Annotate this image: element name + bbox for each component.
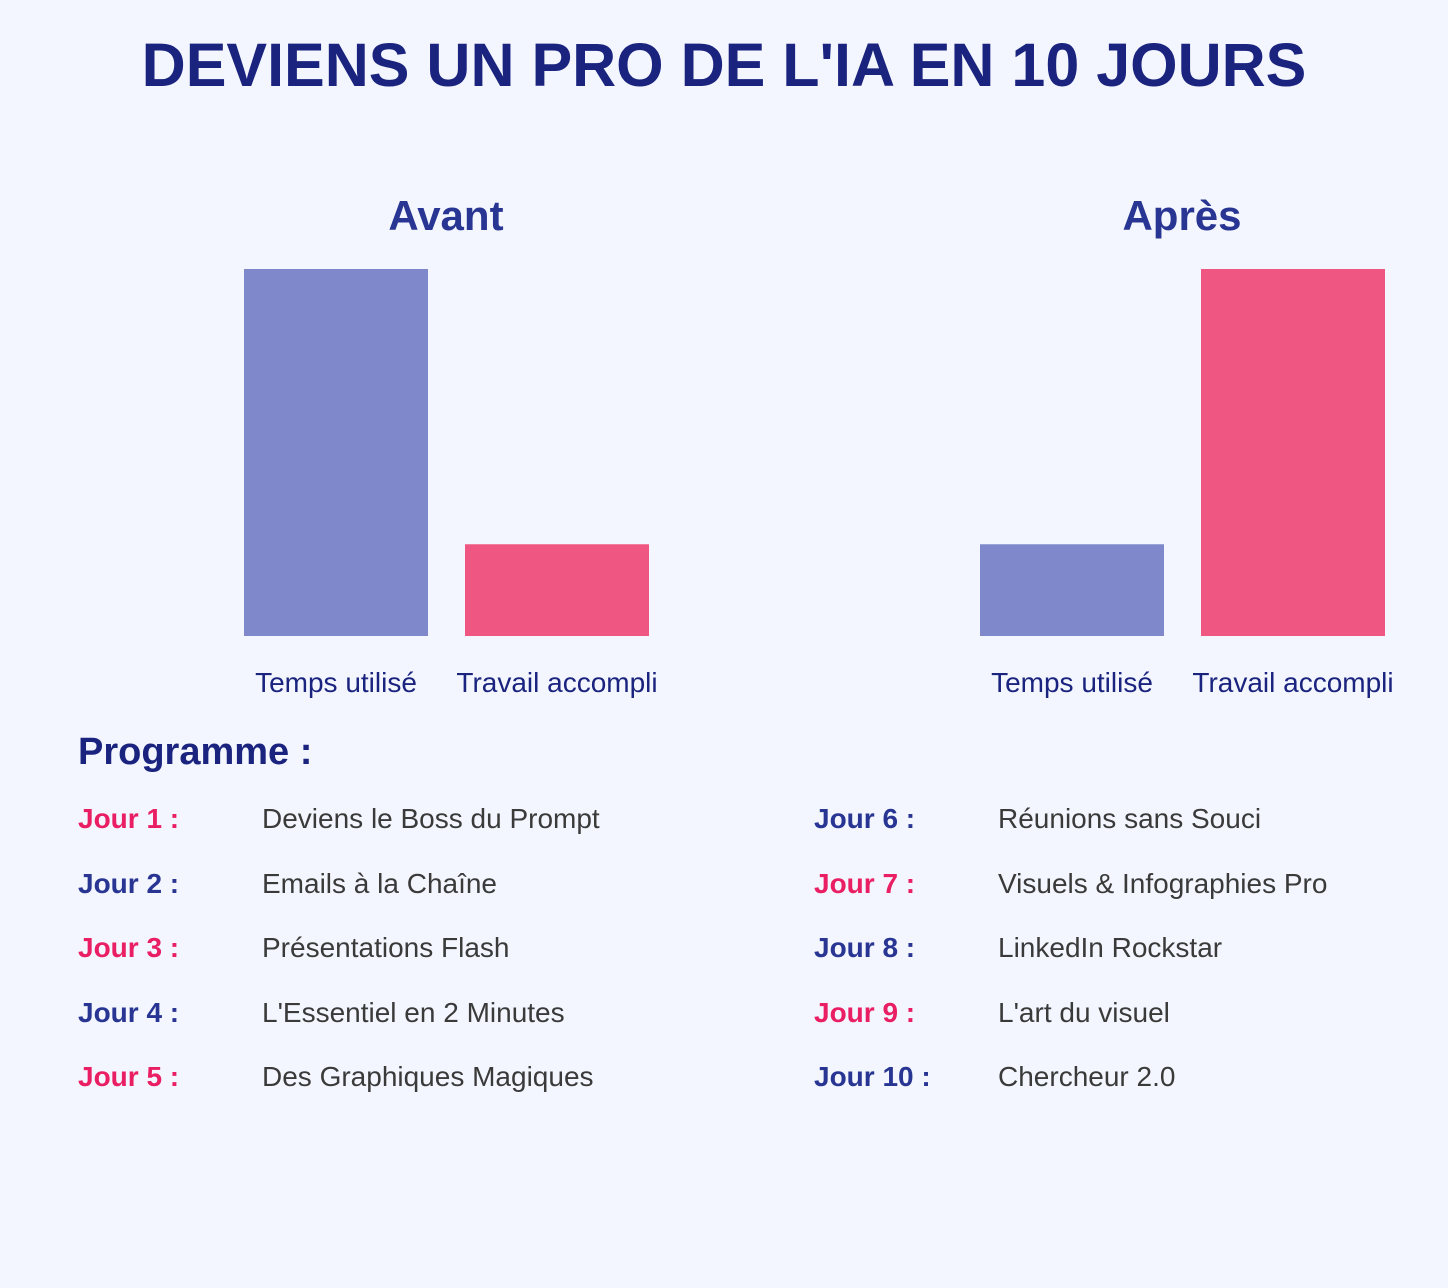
category-label: Travail accompli xyxy=(456,667,657,698)
chart-title-apres: Après xyxy=(1122,192,1242,239)
category-label: Travail accompli xyxy=(1192,667,1393,698)
program-heading: Programme : xyxy=(78,731,313,773)
day-label: Jour 6 : xyxy=(814,803,916,834)
program-item-day-5: Jour 5 : Des Graphiques Magiques xyxy=(78,1058,718,1123)
day-topic: L'Essentiel en 2 Minutes xyxy=(262,996,565,1028)
day-topic: Deviens le Boss du Prompt xyxy=(262,803,600,834)
bar-temps-utilise xyxy=(980,544,1164,636)
chart-title-avant: Avant xyxy=(388,192,504,239)
program-item-day-1: Jour 1 : Deviens le Boss du Prompt xyxy=(78,800,718,865)
day-topic: Emails à la Chaîne xyxy=(262,867,498,899)
day-label: Jour 9 : xyxy=(814,996,916,1028)
program-item-day-10: Jour 10 : Chercheur 2.0 xyxy=(814,1058,1448,1123)
program-item-day-9: Jour 9 : L'art du visuel xyxy=(814,994,1448,1059)
program-item-day-2: Jour 2 : Emails à la Chaîne xyxy=(78,865,718,930)
chart-apres: Temps utilisé Travail accompli xyxy=(980,269,1394,698)
chart-avant: Temps utilisé Travail accompli xyxy=(244,269,658,698)
day-topic: LinkedIn Rockstar xyxy=(998,932,1223,963)
day-label: Jour 7 : xyxy=(814,867,916,899)
day-label: Jour 3 : xyxy=(78,932,180,963)
program-column-left: Jour 1 : Deviens le Boss du Prompt Jour … xyxy=(78,800,718,1123)
day-topic: Chercheur 2.0 xyxy=(998,1061,1176,1092)
program-item-day-6: Jour 6 : Réunions sans Souci xyxy=(814,800,1448,865)
day-topic: Présentations Flash xyxy=(262,932,510,963)
category-label: Temps utilisé xyxy=(255,667,417,698)
day-label: Jour 1 : xyxy=(78,803,180,834)
program-item-day-4: Jour 4 : L'Essentiel en 2 Minutes xyxy=(78,994,718,1059)
day-label: Jour 8 : xyxy=(814,932,916,963)
day-label: Jour 5 : xyxy=(78,1061,180,1092)
bar-temps-utilise xyxy=(244,269,428,636)
day-label: Jour 10 : xyxy=(814,1061,931,1092)
program-item-day-8: Jour 8 : LinkedIn Rockstar xyxy=(814,929,1448,994)
day-label: Jour 2 : xyxy=(78,867,180,899)
day-topic: Des Graphiques Magiques xyxy=(262,1061,594,1092)
program-column-right: Jour 6 : Réunions sans Souci Jour 7 : Vi… xyxy=(814,800,1448,1123)
day-topic: L'art du visuel xyxy=(998,996,1170,1028)
bar-travail-accompli xyxy=(465,544,649,636)
day-topic: Visuels & Infographies Pro xyxy=(998,867,1328,899)
day-label: Jour 4 : xyxy=(78,996,180,1028)
program-item-day-3: Jour 3 : Présentations Flash xyxy=(78,929,718,994)
bar-travail-accompli xyxy=(1201,269,1385,636)
category-label: Temps utilisé xyxy=(991,667,1153,698)
program-item-day-7: Jour 7 : Visuels & Infographies Pro xyxy=(814,865,1448,930)
page-title: DEVIENS UN PRO DE L'IA EN 10 JOURS xyxy=(141,31,1307,99)
day-topic: Réunions sans Souci xyxy=(998,803,1262,834)
